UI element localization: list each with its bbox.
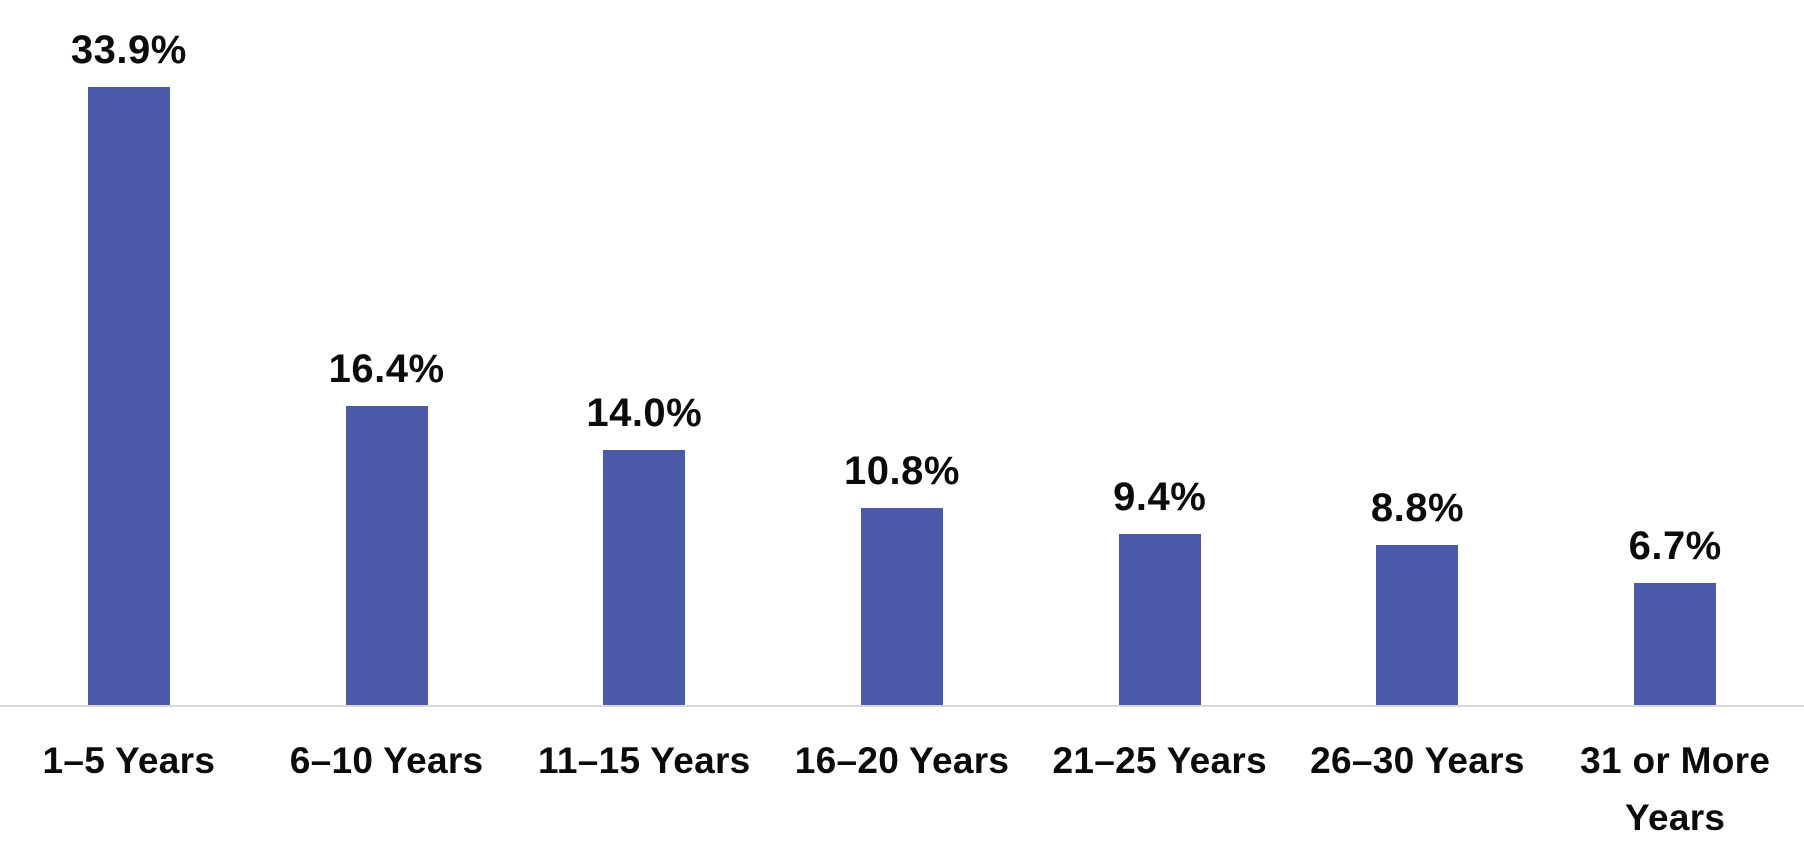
category-label: 21–25 Years [1031,733,1289,790]
category-label: 26–30 Years [1289,733,1547,790]
category-label-text: 26–30 Years [1310,740,1525,781]
x-axis-line [0,705,1804,707]
bar-value-label: 9.4% [1113,475,1207,519]
category-label: 1–5 Years [0,733,258,790]
bar [1376,545,1459,705]
category-label-text: 6–10 Years [289,740,484,781]
bar-column: 8.8% [1289,0,1547,705]
category-label: 31 or More Years [1546,733,1804,846]
plot-area: 33.9% 16.4% 14.0% 10.8% 9.4% 8.8% 6.7% [0,0,1804,705]
bar [1634,583,1717,705]
bar [345,406,428,705]
category-label-text: 1–5 Years [42,740,216,781]
bar-value-label: 16.4% [328,347,445,391]
x-axis-labels: 1–5 Years 6–10 Years 11–15 Years 16–20 Year… [0,707,1804,846]
bar-value-label: 10.8% [844,449,960,493]
category-label: 6–10 Years [258,733,516,790]
category-label: 11–15 Years [515,733,773,790]
bar-value-label: 6.7% [1628,524,1722,568]
category-label: 16–20 Years [773,733,1031,790]
bar-column: 16.4% [258,0,516,705]
bar-column: 33.9% [0,0,258,705]
bar [861,508,944,705]
bar-value-label: 14.0% [586,391,703,435]
bar-value-label: 33.9% [70,28,187,72]
category-label-text: 16–20 Years [794,740,1010,781]
bar [87,87,170,705]
bar-column: 9.4% [1031,0,1289,705]
category-label-text: 21–25 Years [1052,740,1268,781]
bar-column: 6.7% [1546,0,1804,705]
bar-column: 10.8% [773,0,1031,705]
category-label-text: 11–15 Years [538,740,751,781]
bar [603,450,686,705]
bar-column: 14.0% [515,0,773,705]
bar-value-label: 8.8% [1370,486,1465,530]
bar [1118,534,1201,705]
category-label-text: 31 or More Years [1580,740,1771,838]
